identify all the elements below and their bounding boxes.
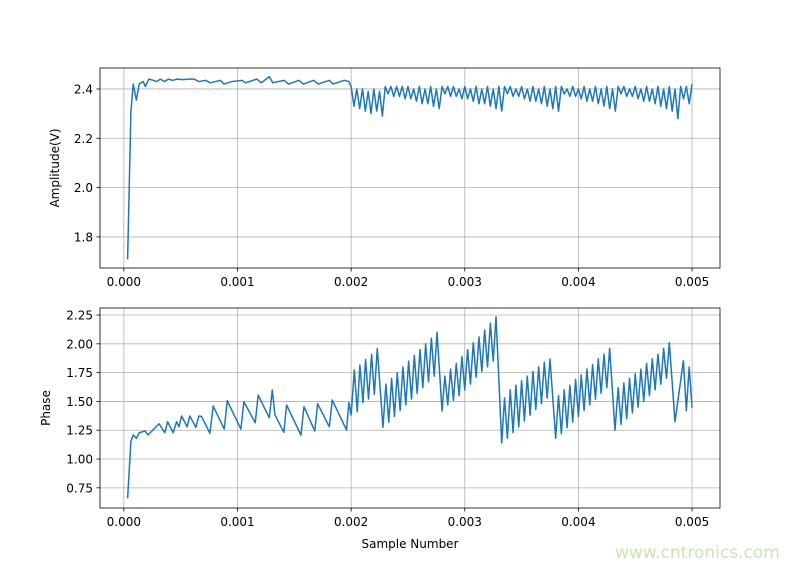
y-tick-label: 1.00: [66, 453, 93, 467]
axes-frame: [99, 307, 721, 509]
y-axis-label: Phase: [39, 390, 53, 426]
x-tick-label: 0.001: [220, 515, 254, 529]
y-tick-label: 1.50: [66, 395, 93, 409]
x-tick-label: 0.004: [561, 275, 595, 289]
x-tick-label: 0.002: [334, 515, 368, 529]
x-tick-label: 0.001: [220, 275, 254, 289]
phase-series-line: [126, 316, 693, 499]
x-tick-label: 0.000: [107, 275, 141, 289]
y-tick-label: 2.00: [66, 337, 93, 351]
x-tick-label: 0.003: [448, 515, 482, 529]
y-tick-label: 1.75: [66, 366, 93, 380]
amplitude-axes: 0.000 0.001 0.002 0.003 0.004 0.005 1.8 2.0 2.2 2…: [48, 67, 721, 289]
y-tick-label: 2.0: [74, 181, 93, 195]
x-axis-label: Sample Number: [361, 537, 458, 551]
x-tick-label: 0.004: [561, 515, 595, 529]
x-tick-label: 0.005: [675, 275, 709, 289]
x-tick-label: 0.002: [334, 275, 368, 289]
watermark: www.cntronics.com: [615, 543, 780, 563]
y-axis-label: Amplitude(V): [48, 128, 62, 207]
amplitude-series-line: [126, 75, 693, 260]
y-tick-label: 0.75: [66, 481, 93, 495]
axes-frame: [99, 67, 721, 269]
y-tick-label: 1.8: [74, 230, 93, 244]
y-tick-label: 1.25: [66, 424, 93, 438]
y-tick-label: 2.25: [66, 309, 93, 323]
y-tick-label: 2.2: [74, 132, 93, 146]
x-tick-label: 0.003: [448, 275, 482, 289]
x-tick-label: 0.005: [675, 515, 709, 529]
phase-axes: 0.000 0.001 0.002 0.003 0.004 0.005 0.75 1.00 1.…: [39, 307, 721, 551]
x-tick-label: 0.000: [107, 515, 141, 529]
y-tick-label: 2.4: [74, 82, 93, 96]
